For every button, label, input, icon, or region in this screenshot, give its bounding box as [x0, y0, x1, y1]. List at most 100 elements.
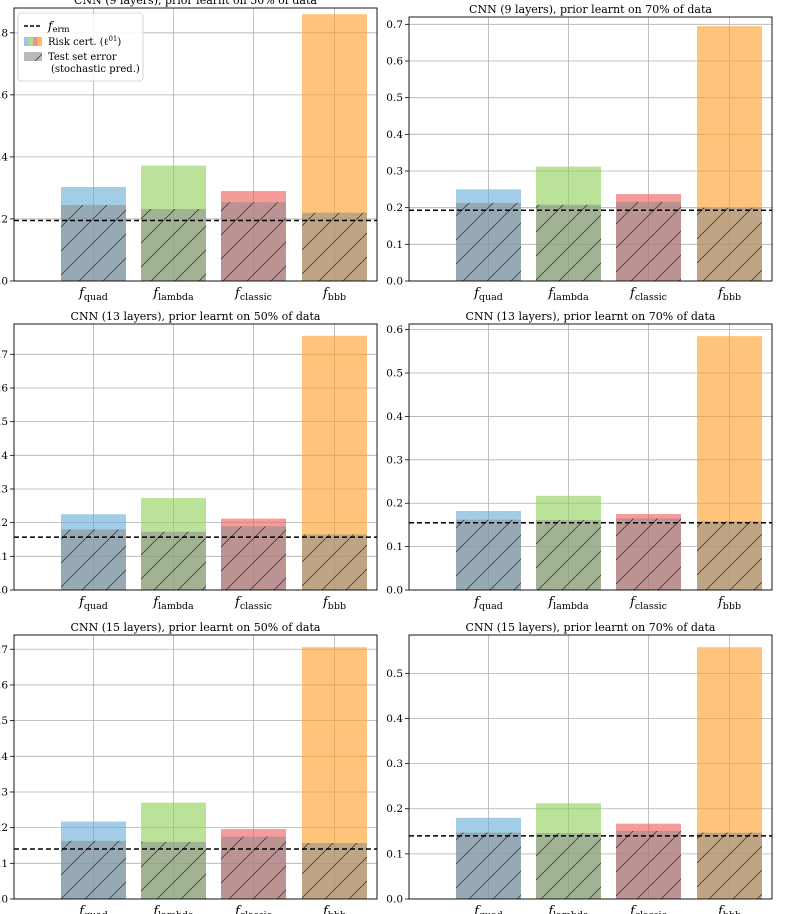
x-tick-label: fclassic: [629, 286, 667, 303]
legend-risk-swatch: [24, 37, 29, 46]
x-tick-label: fquad: [473, 595, 503, 612]
x-tick-label: fbbb: [717, 595, 741, 612]
x-tick-label: fclassic: [234, 286, 272, 303]
x-tick-label: fquad: [78, 595, 108, 612]
x-tick-label: flambda: [547, 904, 589, 914]
y-tick-label: 0.0: [0, 894, 8, 906]
x-tick-subscript: lambda: [553, 292, 589, 303]
x-tick-subscript: bbb: [723, 292, 741, 303]
axes-frame: [13, 323, 378, 591]
y-tick-label: 0.3: [0, 786, 8, 798]
y-tick-label: 0.1: [386, 848, 403, 860]
test-error-hatch-bbb: [302, 212, 367, 281]
x-tick-subscript: bbb: [328, 910, 346, 914]
x-tick-label: flambda: [547, 595, 589, 612]
y-tick-label: 0.3: [386, 454, 403, 466]
y-tick-label: 0.2: [386, 202, 403, 214]
y-tick-label: 0.4: [386, 129, 403, 141]
x-tick-subscript: classic: [635, 910, 667, 914]
legend-test-label: Test set error: [48, 52, 117, 63]
chart-panel: CNN (13 layers), prior learnt on 50% of …: [0, 310, 378, 612]
y-tick-label: 0.0: [0, 276, 8, 288]
x-tick-subscript: lambda: [553, 910, 589, 914]
x-tick-label: fbbb: [322, 595, 346, 612]
x-tick-subscript: lambda: [553, 601, 589, 612]
y-tick-label: 0.6: [386, 56, 403, 68]
x-tick-subscript: quad: [84, 292, 108, 303]
y-tick-label: 0.4: [386, 411, 403, 423]
test-error-hatch-quad: [456, 519, 521, 590]
axes-frame: [408, 323, 773, 591]
test-error-hatch-bbb: [302, 534, 367, 590]
y-tick-label: 0.8: [0, 27, 8, 39]
x-tick-label: fclassic: [234, 904, 272, 914]
test-error-hatch-lambda: [536, 204, 601, 281]
y-tick-label: 0.1: [386, 239, 403, 251]
x-tick-subscript: lambda: [158, 601, 194, 612]
y-tick-label: 0.4: [0, 751, 8, 763]
y-tick-label: 0.4: [0, 450, 8, 462]
x-tick-subscript: quad: [84, 601, 108, 612]
y-tick-label: 0.3: [386, 166, 403, 178]
x-tick-label: fclassic: [234, 595, 272, 612]
chart-title: CNN (15 layers), prior learnt on 70% of …: [466, 621, 716, 634]
x-tick-subscript: classic: [635, 601, 667, 612]
x-tick-label: fbbb: [717, 904, 741, 914]
legend-test-label-2: (stochastic pred.): [51, 64, 140, 75]
test-error-hatch-classic: [616, 830, 681, 899]
axes-frame: [13, 7, 378, 282]
y-tick-label: 0.1: [0, 858, 8, 870]
y-tick-label: 0.6: [0, 679, 8, 691]
test-error-hatch-lambda: [141, 841, 206, 899]
x-tick-label: fquad: [78, 286, 108, 303]
test-error-hatch-bbb: [302, 842, 367, 899]
y-tick-label: 0.2: [0, 517, 8, 529]
chart-title: CNN (13 layers), prior learnt on 50% of …: [71, 310, 321, 323]
x-tick-label: flambda: [152, 286, 194, 303]
y-tick-label: 0.5: [0, 416, 8, 428]
y-tick-label: 0.2: [0, 822, 8, 834]
x-tick-label: fbbb: [322, 286, 346, 303]
x-tick-label: fquad: [473, 286, 503, 303]
test-error-hatch-lambda: [536, 833, 601, 899]
y-tick-label: 0.3: [386, 758, 403, 770]
x-tick-subscript: bbb: [723, 601, 741, 612]
y-tick-label: 0.2: [386, 803, 403, 815]
y-tick-label: 0.4: [386, 713, 403, 725]
x-tick-label: fclassic: [629, 595, 667, 612]
test-error-hatch-bbb: [697, 832, 762, 899]
y-tick-label: 0.5: [386, 668, 403, 680]
x-tick-label: fbbb: [322, 904, 346, 914]
test-error-hatch-lambda: [141, 531, 206, 590]
test-error-hatch-quad: [61, 840, 126, 899]
test-error-hatch-bbb: [697, 521, 762, 590]
axes-frame: [408, 16, 773, 282]
y-tick-label: 0.7: [0, 349, 8, 361]
x-tick-subscript: bbb: [328, 601, 346, 612]
x-tick-subscript: quad: [479, 910, 503, 914]
x-tick-subscript: quad: [479, 292, 503, 303]
y-tick-label: 0.1: [386, 541, 403, 553]
x-tick-subscript: quad: [479, 601, 503, 612]
test-error-hatch-classic: [616, 201, 681, 281]
chart-panel: CNN (15 layers), prior learnt on 70% of …: [386, 621, 773, 914]
y-tick-label: 0.7: [0, 644, 8, 656]
test-error-hatch-classic: [221, 526, 286, 590]
x-tick-subscript: bbb: [328, 292, 346, 303]
x-tick-subscript: classic: [240, 910, 272, 914]
legend-risk-swatch: [28, 37, 33, 46]
chart-title: CNN (13 layers), prior learnt on 70% of …: [466, 310, 716, 323]
chart-panel: CNN (9 layers), prior learnt on 50% of d…: [0, 0, 378, 303]
x-tick-label: flambda: [152, 595, 194, 612]
y-tick-label: 0.1: [0, 551, 8, 563]
test-error-hatch-classic: [221, 836, 286, 899]
test-error-hatch-classic: [616, 518, 681, 590]
y-tick-label: 0.6: [0, 89, 8, 101]
y-tick-label: 0.4: [0, 151, 8, 163]
chart-title: CNN (9 layers), prior learnt on 70% of d…: [469, 3, 712, 16]
y-tick-label: 0.5: [0, 715, 8, 727]
test-error-hatch-quad: [456, 832, 521, 899]
test-error-hatch-quad: [61, 204, 126, 281]
